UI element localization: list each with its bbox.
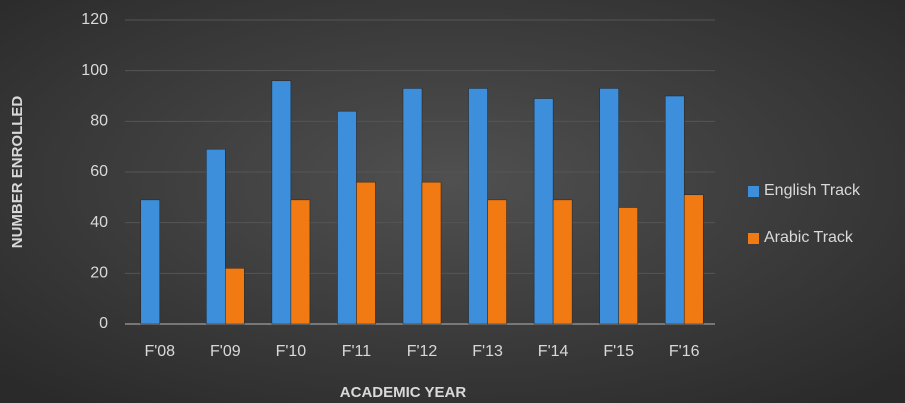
bar bbox=[271, 80, 292, 325]
y-tick-label: 60 bbox=[90, 163, 108, 180]
x-tick-label: F'16 bbox=[669, 343, 700, 360]
legend-label: English Track bbox=[764, 182, 861, 199]
legend-swatch bbox=[748, 186, 759, 197]
x-tick-label: F'14 bbox=[538, 343, 569, 360]
y-tick-label: 40 bbox=[90, 214, 108, 231]
bar bbox=[402, 88, 423, 325]
bar bbox=[337, 110, 357, 325]
x-axis-title: ACADEMIC YEAR bbox=[340, 384, 467, 401]
bar bbox=[225, 268, 245, 325]
legend-label: Arabic Track bbox=[764, 229, 854, 246]
bar bbox=[599, 88, 619, 325]
bar bbox=[533, 98, 554, 325]
y-tick-label: 100 bbox=[81, 62, 108, 79]
legend-swatch bbox=[748, 233, 759, 244]
x-tick-label: F'09 bbox=[210, 343, 241, 360]
bar bbox=[552, 199, 573, 325]
y-axis-title: NUMBER ENROLLED bbox=[9, 96, 26, 249]
bar bbox=[356, 181, 376, 325]
bar bbox=[468, 88, 488, 325]
x-tick-label: F'11 bbox=[342, 343, 372, 360]
y-tick-label: 20 bbox=[90, 265, 108, 282]
x-tick-label: F'13 bbox=[472, 343, 503, 360]
x-tick-label: F'12 bbox=[407, 343, 438, 360]
bar bbox=[487, 199, 507, 325]
bar bbox=[683, 194, 704, 325]
bar bbox=[664, 95, 685, 325]
y-tick-label: 80 bbox=[90, 113, 108, 130]
bar bbox=[140, 199, 161, 325]
x-tick-label: F'10 bbox=[276, 343, 307, 360]
y-tick-label: 120 bbox=[81, 11, 108, 28]
x-tick-label: F'08 bbox=[144, 343, 175, 360]
bar bbox=[206, 148, 226, 325]
x-tick-label: F'15 bbox=[603, 343, 634, 360]
y-tick-label: 0 bbox=[99, 315, 108, 332]
bar bbox=[421, 181, 442, 325]
bar bbox=[618, 207, 638, 325]
bar bbox=[290, 199, 311, 325]
